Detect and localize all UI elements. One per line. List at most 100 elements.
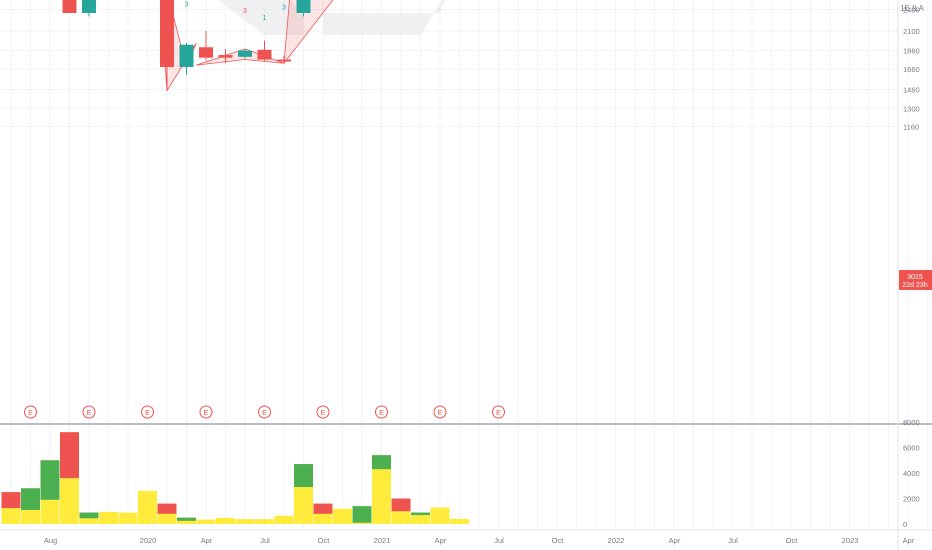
symbol-label: 1E ILA — [900, 4, 925, 13]
volume-axis[interactable]: 8000 6000 4000 2000 0 — [903, 418, 920, 529]
volume-bar-up — [21, 488, 40, 510]
volume-bar — [372, 455, 391, 524]
volume-bars — [1, 432, 469, 524]
projection-zone — [323, 0, 446, 35]
earnings-marker — [141, 405, 154, 419]
candle-body — [218, 55, 233, 58]
grid — [0, 0, 928, 530]
volume-bar — [99, 511, 118, 524]
candle-body — [62, 0, 77, 13]
earnings-marker-label: E — [379, 410, 384, 417]
volume-bar-down — [1, 492, 21, 509]
volume-bar-up — [79, 512, 99, 519]
volume-tick-label: 6000 — [903, 444, 920, 453]
earnings-marker-label: E — [262, 410, 267, 417]
candle-body — [199, 47, 213, 58]
time-tick-label: Oct — [552, 536, 565, 545]
earnings-marker — [492, 405, 505, 419]
price-tick-label: 2100 — [903, 27, 920, 36]
volume-bar-up — [372, 455, 391, 470]
time-tick-label: Oct — [786, 536, 799, 545]
volume-bar-down — [60, 432, 79, 479]
last-price-value: 3015 — [907, 274, 923, 281]
earnings-marker-label: E — [87, 410, 92, 417]
earnings-marker-label: E — [204, 410, 209, 417]
earnings-marker — [316, 405, 330, 419]
pattern-label: 3 — [282, 5, 286, 12]
price-tick-label: 1660 — [903, 65, 920, 74]
time-tick-label: Jul — [728, 536, 738, 545]
time-tick-label: Apr — [903, 536, 915, 545]
time-tick-label: 2020 — [140, 536, 157, 545]
time-tick-label: Jul — [260, 536, 270, 545]
time-tick-label: Oct — [318, 536, 331, 545]
volume-bar — [430, 507, 450, 524]
volume-bar-down — [391, 498, 411, 512]
candle-body — [82, 0, 96, 13]
volume-tick-label: 8000 — [903, 418, 920, 427]
volume-bar-down — [313, 503, 333, 514]
pattern-label: 1 — [263, 15, 267, 22]
earnings-marker — [433, 405, 447, 419]
candle-body — [238, 50, 252, 57]
time-tick-label: Jul — [494, 536, 504, 545]
last-price-tag: 3015 22d 23h — [899, 270, 932, 290]
earnings-marker-label: E — [496, 410, 501, 417]
candle-body — [179, 44, 194, 68]
time-axis[interactable]: Aug 2020 Apr Jul Oct 2021 Apr Jul Oct 2022 Apr Jul O… — [44, 536, 915, 545]
volume-bar — [450, 518, 469, 524]
volume-bar-up — [40, 460, 60, 500]
earnings-marker — [199, 405, 213, 419]
volume-bar — [411, 512, 430, 524]
volume-bar-up — [177, 517, 196, 521]
pattern-label: 3 — [243, 8, 247, 15]
time-tick-label: 2021 — [374, 536, 391, 545]
candle-body — [296, 0, 311, 13]
pattern-label: 3 — [185, 1, 189, 8]
time-tick-label: Apr — [201, 536, 213, 545]
last-price-countdown: 22d 23h — [902, 282, 927, 289]
volume-bar-up — [294, 464, 313, 488]
volume-bar — [235, 519, 255, 524]
time-tick-label: 2023 — [842, 536, 859, 545]
pattern-shape — [283, 0, 334, 65]
earnings-marker-label: E — [28, 410, 33, 417]
volume-bar-up — [411, 512, 430, 516]
candles[interactable] — [4, 0, 467, 91]
volume-tick-label: 0 — [903, 520, 907, 529]
volume-bar-down — [157, 503, 177, 514]
volume-bar — [138, 490, 157, 524]
earnings-marker-label: E — [145, 410, 150, 417]
price-tick-label: 2400 — [903, 6, 920, 15]
volume-tick-label: 4000 — [903, 469, 920, 478]
earnings-marker — [82, 405, 96, 419]
time-tick-label: Aug — [44, 536, 57, 545]
time-tick-label: 2022 — [608, 536, 625, 545]
pattern-labels: 123133131235412 — [185, 1, 287, 22]
earnings-marker — [258, 405, 271, 419]
earnings-marker-label: E — [438, 410, 443, 417]
price-axis[interactable]: 1600014000120001050093008100690061505400… — [903, 0, 924, 132]
earnings-marker — [24, 405, 37, 419]
price-tick-label: 1160 — [903, 123, 919, 132]
candle-body — [160, 0, 174, 68]
volume-bar — [274, 515, 294, 524]
volume-bar — [255, 519, 274, 524]
volume-bar — [118, 512, 138, 524]
time-tick-label: Apr — [669, 536, 681, 545]
price-tick-label: 1460 — [903, 86, 920, 95]
time-tick-label: Apr — [435, 536, 447, 545]
volume-bar — [333, 508, 352, 524]
volume-bar-up — [352, 506, 372, 523]
candle-body — [257, 49, 272, 60]
candle-body — [277, 59, 291, 62]
earnings-marker-label: E — [321, 410, 326, 417]
price-tick-label: 1300 — [903, 104, 920, 113]
volume-tick-label: 2000 — [903, 495, 920, 504]
price-tick-label: 1860 — [903, 47, 920, 56]
last-price-tag-bg — [899, 270, 932, 290]
projection-zone — [218, 0, 304, 35]
volume-bar — [196, 519, 216, 524]
